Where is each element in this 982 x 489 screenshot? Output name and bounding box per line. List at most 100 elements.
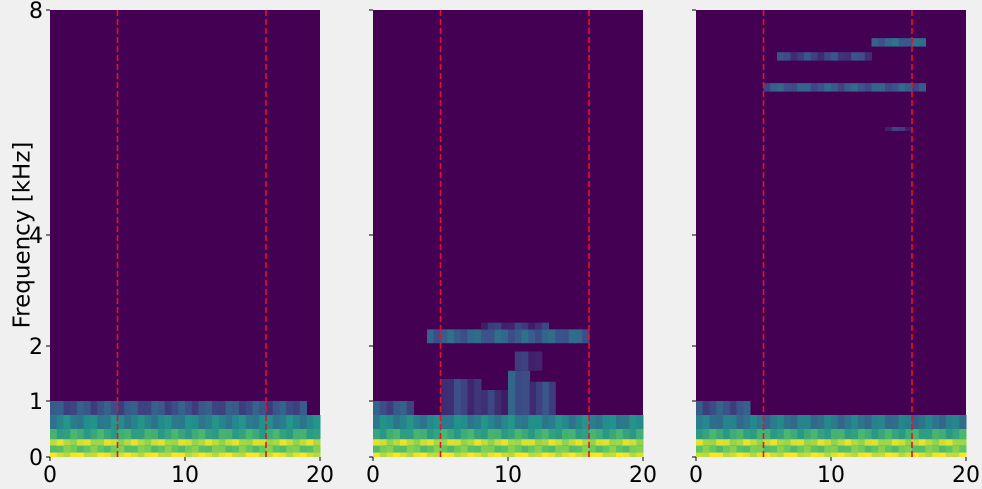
spectrogram-cell <box>905 445 913 453</box>
spectrogram-cell <box>541 415 549 429</box>
spectrogram-cell <box>729 401 737 415</box>
spectrogram-cell <box>770 429 778 440</box>
spectrogram-cell <box>454 379 462 415</box>
spectrogram-cell <box>770 83 778 92</box>
spectrogram-cell <box>474 329 482 344</box>
spectrogram-cell <box>905 439 913 446</box>
y-tick-label: 0 <box>29 446 43 471</box>
spectrogram-cell <box>205 401 213 415</box>
spectrogram-cell <box>616 452 624 457</box>
spectrogram-cell <box>562 452 570 457</box>
spectrogram-cell <box>124 452 132 457</box>
spectrogram-cell <box>743 445 751 453</box>
spectrogram-cell <box>131 445 139 453</box>
spectrogram-cell <box>514 429 522 440</box>
spectrogram-cell <box>487 390 495 415</box>
spectrogram-cell <box>171 439 179 446</box>
spectrogram-cell <box>379 429 387 440</box>
spectrogram-cell <box>286 415 294 429</box>
spectrogram-cell <box>83 401 91 415</box>
spectrogram-cell <box>750 452 758 457</box>
spectrogram-cell <box>90 452 98 457</box>
spectrogram-cell <box>541 445 549 453</box>
spectrogram-cell <box>804 52 812 61</box>
spectrogram-cell <box>777 452 785 457</box>
spectrogram-cell <box>501 429 509 440</box>
spectrogram-cell <box>918 439 926 446</box>
spectrogram-cell <box>406 429 414 440</box>
spectrogram-cell <box>709 452 717 457</box>
spectrogram-cell <box>756 429 764 440</box>
spectrogram-cell <box>777 429 785 440</box>
spectrogram-cell <box>454 452 462 457</box>
spectrogram-cell <box>622 439 630 446</box>
spectrogram-cell <box>595 415 603 429</box>
spectrogram-cell <box>529 381 537 415</box>
spectrogram-cell <box>521 445 529 453</box>
spectrogram-cell <box>905 83 913 92</box>
spectrogram-cell <box>878 445 886 453</box>
spectrogram-cell <box>535 329 543 344</box>
spectrogram-cell <box>589 452 597 457</box>
spectrogram-cell <box>804 452 812 457</box>
spectrogram-cell <box>286 445 294 453</box>
spectrogram-cell <box>373 429 381 440</box>
spectrogram-cell <box>918 452 926 457</box>
spectrogram-cell <box>831 83 839 92</box>
spectrogram-cell <box>736 452 744 457</box>
spectrogram-cell <box>528 429 536 440</box>
spectrogram-cell <box>413 445 421 453</box>
spectrogram-cell <box>137 445 145 453</box>
spectrogram-cell <box>306 452 314 457</box>
spectrogram-cell <box>750 445 758 453</box>
spectrogram-cell <box>636 415 644 429</box>
spectrogram-cell <box>447 452 455 457</box>
spectrogram-cell <box>797 452 805 457</box>
spectrogram-cell <box>562 445 570 453</box>
spectrogram-panel-2: 0 10 20 <box>366 9 657 488</box>
spectrogram-cell <box>878 429 886 440</box>
spectrogram-cell <box>191 415 199 429</box>
spectrogram-cell <box>932 452 940 457</box>
spectrogram-cell <box>864 429 872 440</box>
spectrogram-cell <box>729 439 737 446</box>
spectrogram-cell <box>905 429 913 440</box>
spectrogram-cell <box>797 415 805 429</box>
spectrogram-cell <box>393 445 401 453</box>
spectrogram-cell <box>709 401 717 415</box>
spectrogram-cell <box>824 452 832 457</box>
spectrogram-cell <box>501 322 509 330</box>
spectrogram-cell <box>831 439 839 446</box>
spectrogram-cell <box>743 401 751 415</box>
spectrogram-cell <box>817 445 825 453</box>
spectrogram-cell <box>514 329 522 344</box>
x-tick-label: 10 <box>171 463 199 488</box>
spectrogram-cell <box>279 439 287 446</box>
spectrogram-cell <box>259 415 267 429</box>
spectrogram-cell <box>582 415 590 429</box>
spectrogram-cell <box>433 429 441 440</box>
spectrogram-cell <box>433 445 441 453</box>
spectrogram-cell <box>851 429 859 440</box>
spectrogram-cell <box>481 439 489 446</box>
spectrogram-cell <box>460 445 468 453</box>
spectrogram-cell <box>702 445 710 453</box>
spectrogram-cell <box>218 445 226 453</box>
spectrogram-cell <box>898 83 906 92</box>
spectrogram-cell <box>70 415 78 429</box>
spectrogram-cell <box>83 445 91 453</box>
spectrogram-cell <box>912 439 920 446</box>
spectrogram-cell <box>313 439 321 446</box>
spectrogram-cell <box>178 401 186 415</box>
spectrogram-cell <box>763 415 771 429</box>
spectrogram-cell <box>171 401 179 415</box>
spectrogram-cell <box>562 429 570 440</box>
spectrogram-cell <box>939 439 947 446</box>
spectrogram-cell <box>467 415 475 429</box>
spectrogram-cell <box>501 445 509 453</box>
spectrogram-cell <box>171 415 179 429</box>
spectrogram-cell <box>151 429 159 440</box>
spectrogram-cell <box>56 445 64 453</box>
spectrogram-cell <box>871 429 879 440</box>
spectrogram-cell <box>225 401 233 415</box>
